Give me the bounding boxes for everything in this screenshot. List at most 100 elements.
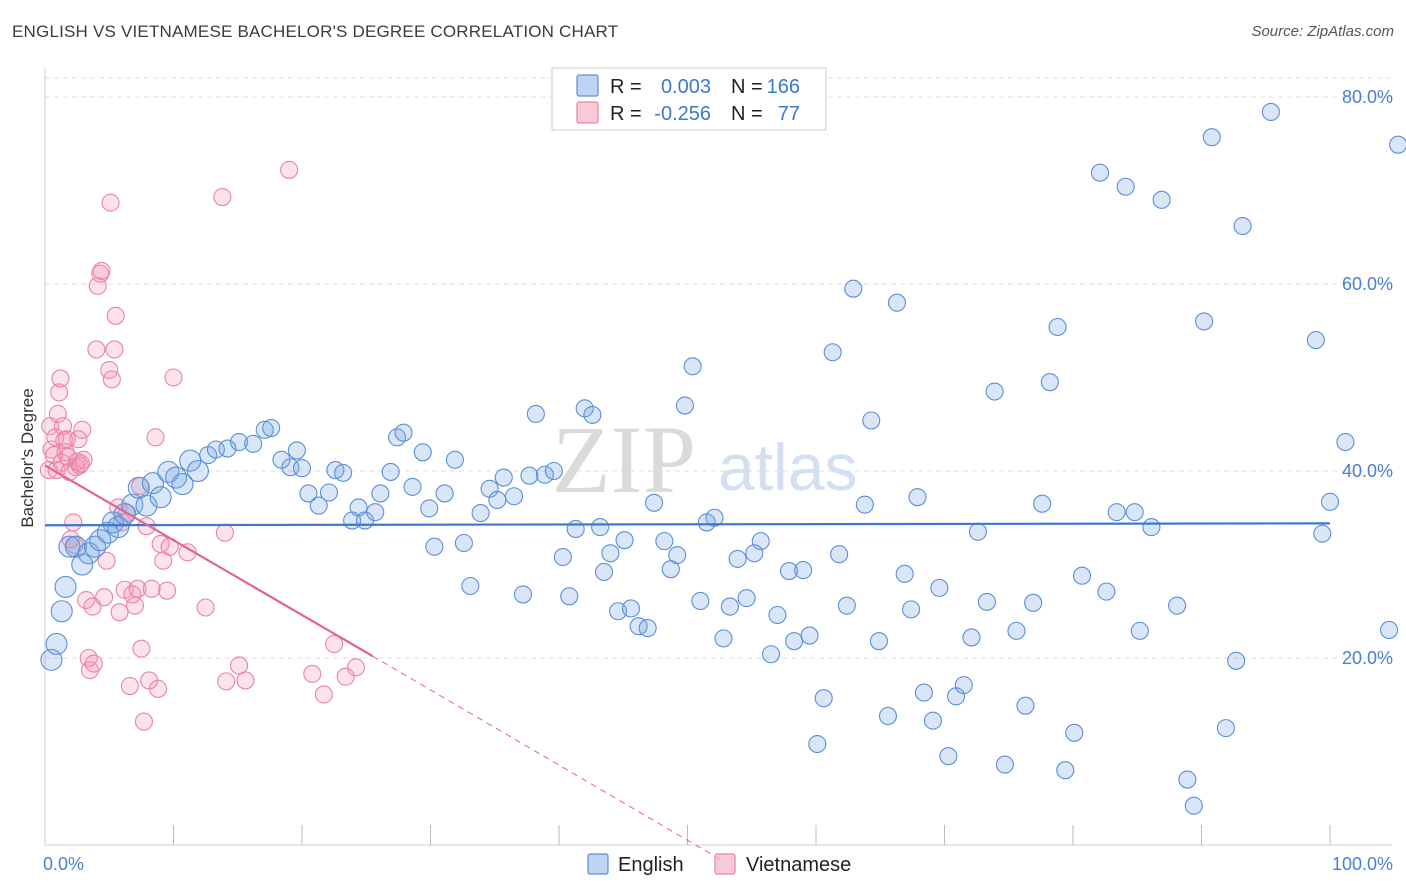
vietnamese-point	[314, 685, 333, 704]
vietnamese-point	[74, 450, 93, 469]
y-tick-label: 80.0%	[1342, 87, 1393, 107]
vietnamese-point	[101, 193, 120, 212]
english-point	[761, 645, 781, 664]
legend-bottom-english-swatch	[587, 853, 609, 875]
english-point	[1202, 128, 1221, 147]
english-point	[445, 450, 464, 469]
english-point	[54, 575, 77, 598]
english-point	[615, 531, 634, 550]
english-point	[394, 423, 413, 442]
vietnamese-point	[106, 306, 125, 325]
english-point	[1195, 312, 1214, 331]
english-point	[594, 562, 614, 582]
english-point	[64, 535, 87, 558]
english-point	[808, 734, 827, 754]
legend-english-swatch	[576, 74, 599, 97]
english-point	[413, 443, 432, 462]
english-point	[675, 396, 694, 415]
vietnamese-point	[77, 590, 96, 610]
vietnamese-point	[97, 551, 116, 570]
legend-vietnamese-r-value: -0.256	[654, 103, 711, 125]
english-point	[1090, 163, 1110, 182]
vietnamese-point	[325, 634, 344, 654]
vietnamese-trend-line	[44, 464, 374, 658]
english-point	[287, 441, 306, 460]
english-point	[544, 461, 563, 481]
legend-english-n-label: N =	[731, 76, 763, 98]
vietnamese-point	[92, 261, 111, 280]
english-point	[1056, 761, 1075, 780]
english-point	[930, 578, 949, 597]
watermark-atlas: atlas	[718, 430, 857, 504]
y-tick-label: 60.0%	[1342, 274, 1393, 294]
english-trend-line	[44, 522, 1331, 527]
tick-labels: 20.0% 40.0% 60.0% 80.0% 0.0% 100.0%	[43, 87, 1393, 874]
vietnamese-point	[196, 598, 215, 617]
english-point	[107, 516, 130, 539]
english-point	[705, 508, 724, 527]
english-point	[255, 420, 274, 439]
english-point	[229, 432, 249, 452]
english-point	[814, 689, 833, 708]
english-point	[878, 706, 898, 726]
vietnamese-point	[105, 340, 124, 359]
english-point	[823, 343, 842, 362]
vietnamese-point	[48, 404, 67, 424]
english-point	[244, 434, 263, 453]
vietnamese-point	[142, 579, 161, 598]
english-point	[837, 596, 856, 615]
english-point	[962, 628, 981, 647]
english-point	[425, 537, 444, 556]
vietnamese-point	[102, 370, 121, 389]
vietnamese-point	[229, 656, 249, 675]
english-point	[149, 486, 172, 509]
english-point	[830, 545, 849, 564]
english-point	[71, 553, 94, 576]
english-point	[1389, 135, 1406, 154]
vietnamese-point	[134, 712, 153, 731]
english-point	[1007, 621, 1026, 640]
english-point	[292, 459, 312, 478]
trend-layer	[44, 464, 1331, 860]
english-point	[968, 522, 987, 541]
english-point	[779, 561, 799, 581]
english-point	[895, 564, 914, 583]
english-point	[1216, 719, 1235, 738]
english-point	[535, 465, 554, 484]
x-tick-label-max: 100.0%	[1332, 854, 1393, 874]
english-point	[668, 546, 687, 565]
english-point	[165, 466, 188, 489]
english-point	[454, 533, 473, 553]
english-point	[1116, 177, 1135, 196]
english-point	[553, 547, 572, 567]
legend-vietnamese-swatch	[576, 101, 599, 124]
english-point	[1142, 518, 1161, 537]
watermark: ZIP atlas	[552, 406, 857, 513]
english-point	[420, 499, 439, 518]
chart-source: Source: ZipAtlas.com	[1251, 23, 1394, 40]
english-point	[785, 632, 804, 651]
english-point	[272, 450, 291, 469]
axes-layer	[44, 68, 1392, 846]
legend-bottom-english-label: English	[618, 854, 684, 876]
english-point	[334, 463, 353, 482]
english-point	[995, 755, 1014, 774]
english-point	[1033, 494, 1052, 513]
english-point	[1016, 696, 1035, 715]
english-point	[655, 532, 674, 551]
english-point	[349, 498, 368, 517]
vietnamese-point	[215, 523, 234, 542]
english-point	[768, 605, 787, 625]
english-point	[1184, 796, 1203, 815]
english-point	[520, 466, 539, 485]
english-point	[366, 503, 385, 522]
vietnamese-point	[73, 420, 92, 439]
vietnamese-point	[50, 383, 69, 402]
english-point	[862, 411, 881, 430]
english-point	[309, 496, 328, 515]
vietnamese-point	[149, 679, 168, 698]
vietnamese-point	[120, 676, 139, 696]
vietnamese-point	[146, 428, 165, 447]
english-point	[1040, 373, 1059, 392]
english-point	[728, 549, 747, 568]
